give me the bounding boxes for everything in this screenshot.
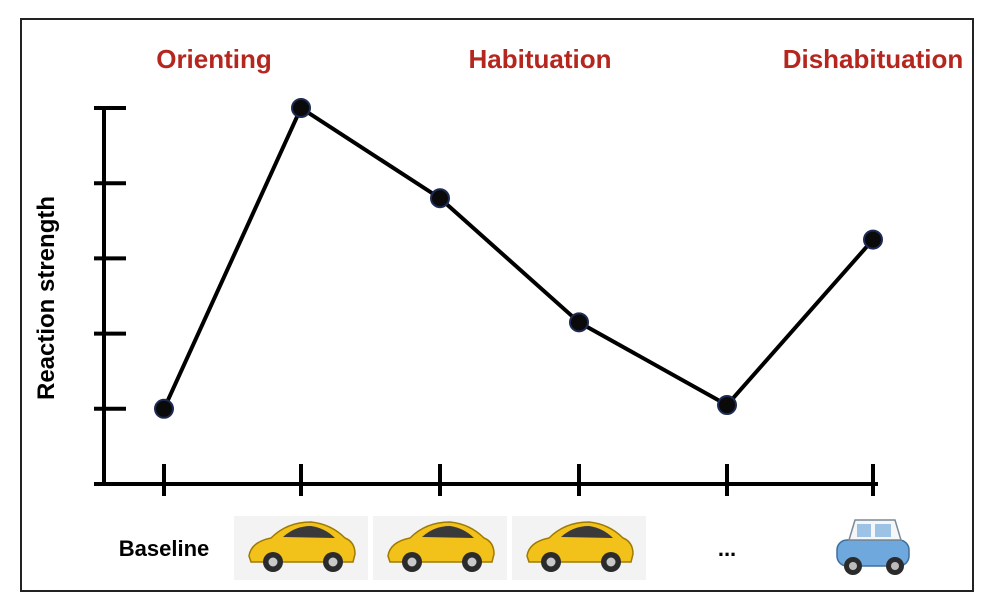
figure-frame: Orienting Habituation Dishabituation Rea…	[20, 18, 974, 592]
category-label: ...	[718, 536, 736, 561]
series-reaction-strength	[154, 98, 883, 419]
y-ticks	[94, 106, 126, 411]
data-point	[717, 395, 737, 416]
yellow-sports-car-icon	[526, 521, 634, 572]
x-ticks	[162, 464, 875, 496]
yellow-sports-car-icon	[248, 521, 356, 572]
phase-label-dishabituation: Dishabituation	[783, 44, 964, 74]
yellow-sports-car-icon	[387, 521, 495, 572]
data-point	[291, 98, 311, 118]
habituation-chart: Orienting Habituation Dishabituation Rea…	[33, 44, 964, 580]
data-point	[154, 398, 174, 419]
blue-mini-car-icon	[836, 519, 910, 575]
category-label: Baseline	[119, 536, 210, 561]
data-point	[430, 188, 450, 209]
phase-label-habituation: Habituation	[469, 44, 612, 74]
y-axis-label: Reaction strength	[33, 196, 60, 400]
data-point	[863, 229, 883, 250]
x-category-row: Baseline...	[119, 516, 910, 580]
data-point	[569, 312, 589, 333]
phase-label-orienting: Orienting	[156, 44, 272, 74]
series-line	[162, 106, 875, 410]
